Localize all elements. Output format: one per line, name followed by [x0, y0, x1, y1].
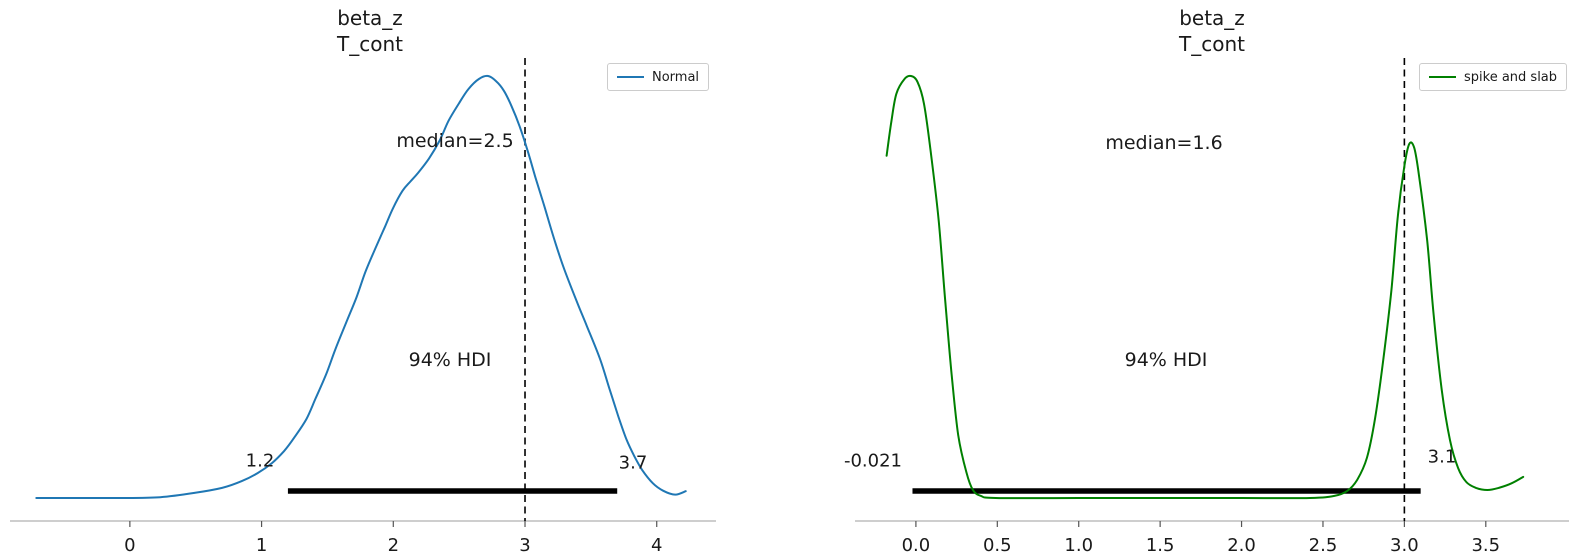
kde-curve	[35, 74, 687, 500]
hdi-lower-bound: 1.2	[245, 450, 275, 472]
legend: Normal	[607, 63, 710, 91]
median-annotation: median=1.6	[1105, 132, 1223, 154]
median-annotation: median=2.5	[396, 130, 514, 152]
left-density-panel: 0 1 2 3 4 beta_z T_cont median=2.5 94% HDI 1.…	[10, 5, 716, 556]
legend-label: spike and slab	[1464, 69, 1558, 85]
x-tick-label: 0.0	[902, 535, 931, 556]
legend-line-swatch	[1429, 76, 1456, 78]
x-tick-label: 4	[651, 535, 662, 556]
left-plot-svg: 0 1 2 3 4	[10, 58, 716, 556]
x-tick-label: 1.5	[1146, 535, 1175, 556]
legend: spike and slab	[1419, 63, 1568, 91]
title-line-1: beta_z	[1179, 6, 1245, 30]
plot-title: beta_z T_cont	[337, 5, 403, 57]
hdi-upper-bound: 3.1	[1427, 446, 1457, 468]
x-tick-label: 2.0	[1227, 535, 1256, 556]
legend-label: Normal	[652, 69, 700, 85]
title-line-2: T_cont	[337, 32, 403, 56]
plot-title: beta_z T_cont	[1179, 5, 1245, 57]
legend-line-swatch	[617, 76, 644, 78]
x-tick-label: 0	[124, 535, 135, 556]
x-tick-label: 3.5	[1471, 535, 1500, 556]
hdi-label: 94% HDI	[1124, 349, 1208, 371]
x-tick-label: 2	[388, 535, 399, 556]
x-tick-label: 3	[519, 535, 530, 556]
hdi-upper-bound: 3.7	[618, 452, 648, 474]
right-plot-svg: 0.0 0.5 1.0 1.5 2.0 2.5 3.0 3.5	[855, 58, 1569, 556]
x-tick-label: 2.5	[1309, 535, 1338, 556]
x-tick-label: 3.0	[1390, 535, 1419, 556]
x-tick-label: 1.0	[1064, 535, 1093, 556]
right-density-panel: 0.0 0.5 1.0 1.5 2.0 2.5 3.0 3.5 beta_z T_cont me…	[785, 0, 1570, 559]
hdi-lower-bound: -0.021	[843, 450, 903, 472]
x-tick-label: 0.5	[983, 535, 1012, 556]
title-line-2: T_cont	[1179, 32, 1245, 56]
kde-curve	[885, 74, 1525, 500]
title-line-1: beta_z	[337, 6, 403, 30]
hdi-label: 94% HDI	[408, 349, 492, 371]
x-tick-label: 1	[256, 535, 267, 556]
